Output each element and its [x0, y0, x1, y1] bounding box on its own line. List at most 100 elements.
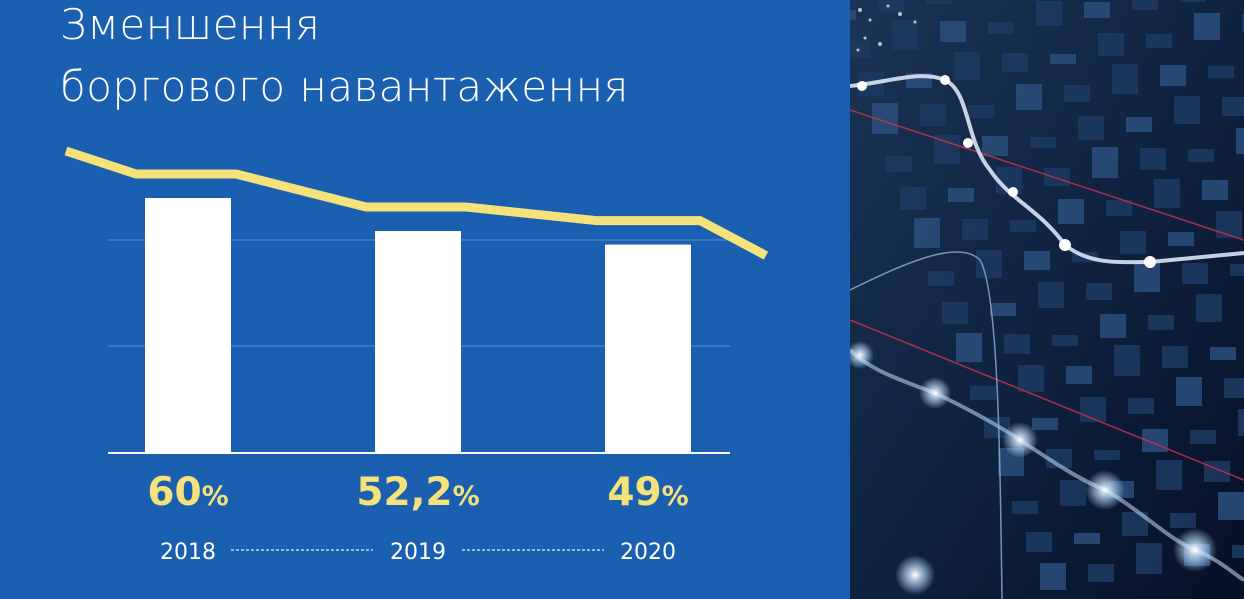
- photo-block: [940, 21, 966, 42]
- photo-block: [948, 188, 974, 202]
- photo-block: [1210, 347, 1236, 360]
- photo-block: [892, 20, 918, 50]
- photo-block: [1084, 2, 1110, 18]
- photo-block: [1146, 34, 1172, 48]
- photo-block: [1174, 96, 1200, 124]
- photo-block: [1058, 199, 1084, 224]
- photo-block: [1016, 84, 1042, 110]
- photo-block: [976, 250, 1002, 278]
- photo-block: [1126, 117, 1152, 132]
- photo-block: [1154, 179, 1180, 208]
- photo-block: [1094, 450, 1120, 460]
- photo-block: [1038, 282, 1064, 308]
- slide-title: Зменшення боргового навантаження: [60, 0, 629, 118]
- photo-block: [1216, 211, 1242, 238]
- photo-block: [1114, 345, 1140, 376]
- photo-block: [1170, 513, 1196, 528]
- photo-block: [850, 10, 856, 20]
- photo-thin-line: [850, 251, 1003, 599]
- photo-block: [1078, 116, 1104, 140]
- photo-block: [1204, 461, 1230, 482]
- photo-block: [970, 386, 996, 400]
- photo-block: [1128, 398, 1154, 414]
- photo-block: [1026, 532, 1052, 552]
- photo-block: [1162, 346, 1188, 368]
- photo-block: [1202, 180, 1228, 200]
- photo-block: [1088, 564, 1114, 582]
- value-label-2019: 52,2%: [356, 470, 479, 515]
- photo-block: [900, 187, 926, 210]
- value-unit: %: [662, 481, 689, 512]
- photo-block: [920, 104, 946, 126]
- photo-block: [982, 136, 1008, 156]
- photo-block: [968, 105, 994, 118]
- photo-block: [1182, 263, 1208, 284]
- value-number: 52,2: [356, 470, 452, 515]
- bar-2018: [145, 198, 231, 452]
- photo-block: [850, 41, 870, 58]
- photo-block: [1120, 231, 1146, 254]
- year-label-2020: 2020: [620, 540, 676, 565]
- financial-graph-photo: [850, 0, 1244, 599]
- photo-block: [1236, 128, 1244, 154]
- photo-block: [1230, 264, 1244, 276]
- photo-white-line-top: [850, 74, 1244, 265]
- slide-title-line-1: Зменшення: [60, 0, 321, 49]
- photo-block: [1050, 54, 1076, 64]
- photo-block: [1012, 501, 1038, 514]
- photo-block: [1224, 378, 1244, 398]
- photo-block: [990, 303, 1016, 316]
- photo-sparkles: [856, 4, 917, 52]
- photo-block: [942, 302, 968, 324]
- photo-block: [1060, 480, 1086, 506]
- photo-block: [1196, 294, 1222, 322]
- photo-block: [1106, 200, 1132, 216]
- photo-block: [1018, 365, 1044, 392]
- photo-block: [1242, 14, 1244, 32]
- photo-block: [1052, 335, 1078, 346]
- photo-block: [1176, 377, 1202, 406]
- chart-panel: Зменшення боргового навантаження 60% 52,2…: [60, 0, 769, 565]
- value-number: 49: [607, 470, 661, 515]
- bar-2020: [605, 244, 691, 452]
- photo-block: [1030, 137, 1056, 148]
- photo-block: [914, 218, 940, 248]
- photo-block: [1032, 418, 1058, 430]
- photo-block: [928, 271, 954, 286]
- photo-block: [1112, 64, 1138, 94]
- photo-block: [1074, 533, 1100, 544]
- photo-block: [1160, 65, 1186, 86]
- value-number: 60: [147, 470, 201, 515]
- photo-block: [1024, 251, 1050, 270]
- photo-data-points: [857, 75, 1156, 268]
- photo-glow-points: [850, 341, 1217, 595]
- photo-block: [1092, 147, 1118, 178]
- year-label-2019: 2019: [390, 540, 446, 565]
- photo-block: [1036, 1, 1062, 26]
- photo-block: [1064, 85, 1090, 102]
- photo-block: [1190, 430, 1216, 444]
- photo-block: [1100, 314, 1126, 338]
- photo-block: [1040, 563, 1066, 590]
- trend-line: [64, 146, 769, 260]
- photo-block: [988, 22, 1014, 34]
- value-label-2018: 60%: [147, 470, 228, 515]
- photo-illustration: [850, 0, 1244, 599]
- photo-block: [1194, 13, 1220, 40]
- photo-block: [1238, 409, 1244, 436]
- year-label-2018: 2018: [160, 540, 216, 565]
- photo-red-lines: [850, 109, 1244, 481]
- photo-block: [962, 219, 988, 240]
- photo-block: [1010, 220, 1036, 232]
- photo-block: [1086, 283, 1112, 300]
- value-unit: %: [202, 481, 229, 512]
- debt-bar-chart: 60% 52,2% 49%2018 2019 2020: [64, 146, 769, 565]
- photo-block: [1140, 148, 1166, 170]
- photo-block: [1002, 53, 1028, 72]
- photo-block: [1132, 0, 1158, 10]
- value-unit: %: [453, 481, 480, 512]
- photo-block: [1222, 97, 1244, 116]
- photo-block: [1156, 460, 1182, 490]
- photo-block: [1148, 315, 1174, 330]
- bar-2019: [375, 231, 461, 452]
